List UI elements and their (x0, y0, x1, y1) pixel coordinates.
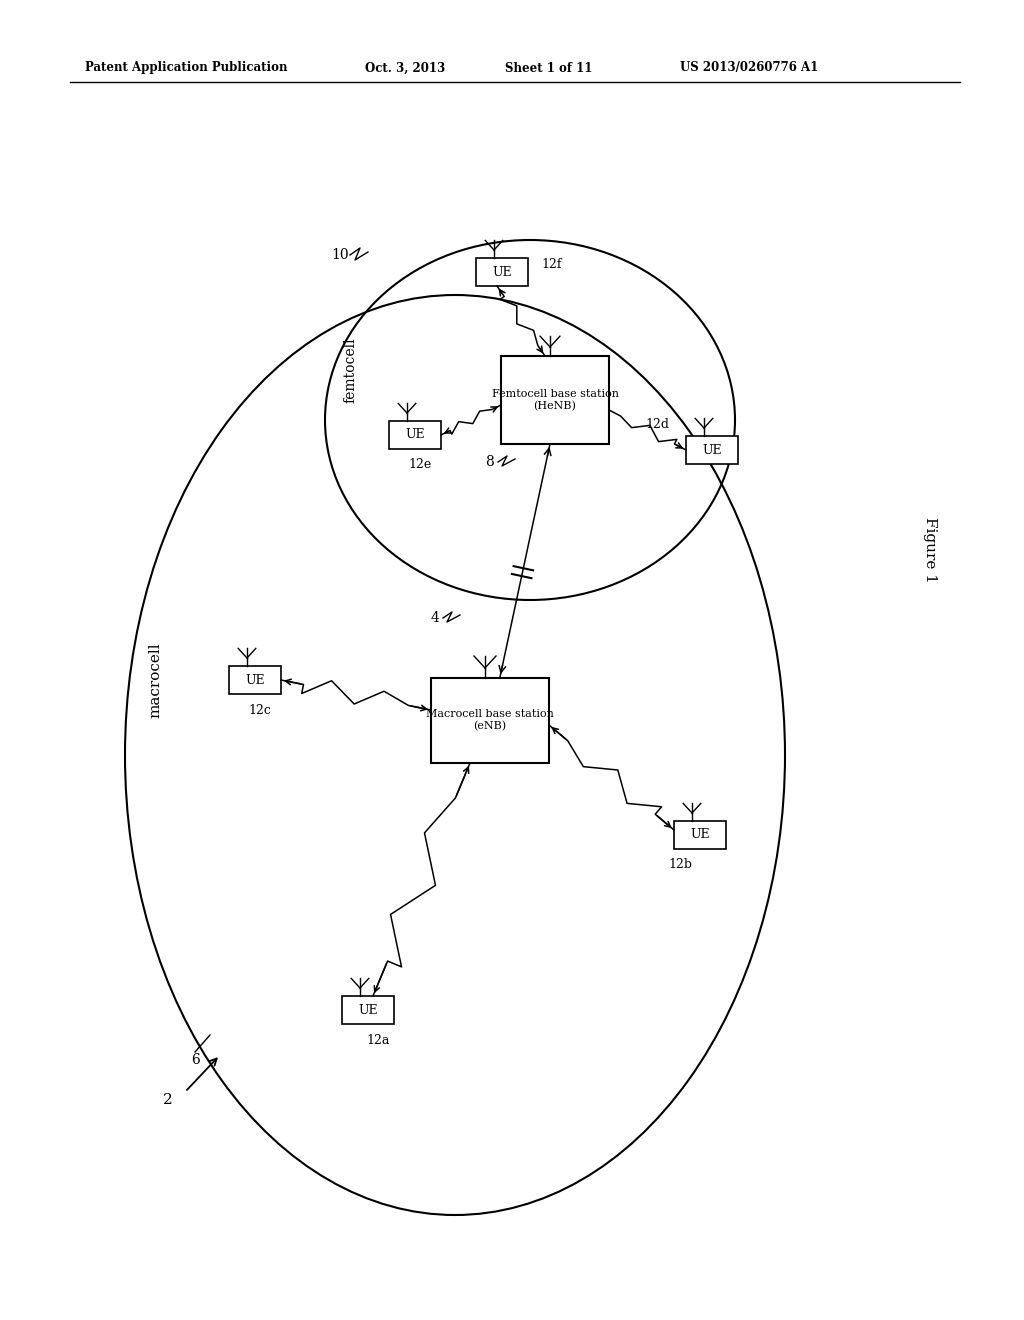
Text: UE: UE (702, 444, 722, 457)
Text: UE: UE (358, 1003, 378, 1016)
Text: UE: UE (493, 265, 512, 279)
Bar (431, 677, 549, 763)
Bar (342, 997, 394, 1024)
Text: 12f: 12f (542, 257, 562, 271)
Text: Femtocell base station
(HeNB): Femtocell base station (HeNB) (492, 389, 618, 411)
Text: 2: 2 (163, 1093, 173, 1107)
Text: 4: 4 (430, 611, 439, 624)
Text: Oct. 3, 2013: Oct. 3, 2013 (365, 62, 445, 74)
Text: 12c: 12c (249, 704, 271, 717)
Text: Sheet 1 of 11: Sheet 1 of 11 (505, 62, 592, 74)
Text: macrocell: macrocell (148, 643, 162, 718)
Text: Macrocell base station
(eNB): Macrocell base station (eNB) (426, 709, 554, 731)
Bar (476, 257, 528, 286)
Text: US 2013/0260776 A1: US 2013/0260776 A1 (680, 62, 818, 74)
Text: UE: UE (406, 429, 425, 441)
Bar (686, 436, 738, 465)
Bar (674, 821, 726, 849)
Text: 12e: 12e (409, 458, 432, 471)
Text: UE: UE (690, 829, 710, 842)
Text: Figure 1: Figure 1 (923, 517, 937, 583)
Text: femtocell: femtocell (343, 337, 357, 403)
Text: 6: 6 (190, 1053, 200, 1067)
Text: 12a: 12a (367, 1034, 390, 1047)
Bar (389, 421, 441, 449)
Bar (229, 667, 281, 694)
Text: Patent Application Publication: Patent Application Publication (85, 62, 288, 74)
Text: 12b: 12b (668, 858, 692, 871)
Text: 12d: 12d (645, 418, 669, 432)
Text: UE: UE (245, 673, 265, 686)
Bar (501, 356, 609, 444)
Text: 10: 10 (331, 248, 349, 261)
Text: 8: 8 (485, 455, 495, 469)
